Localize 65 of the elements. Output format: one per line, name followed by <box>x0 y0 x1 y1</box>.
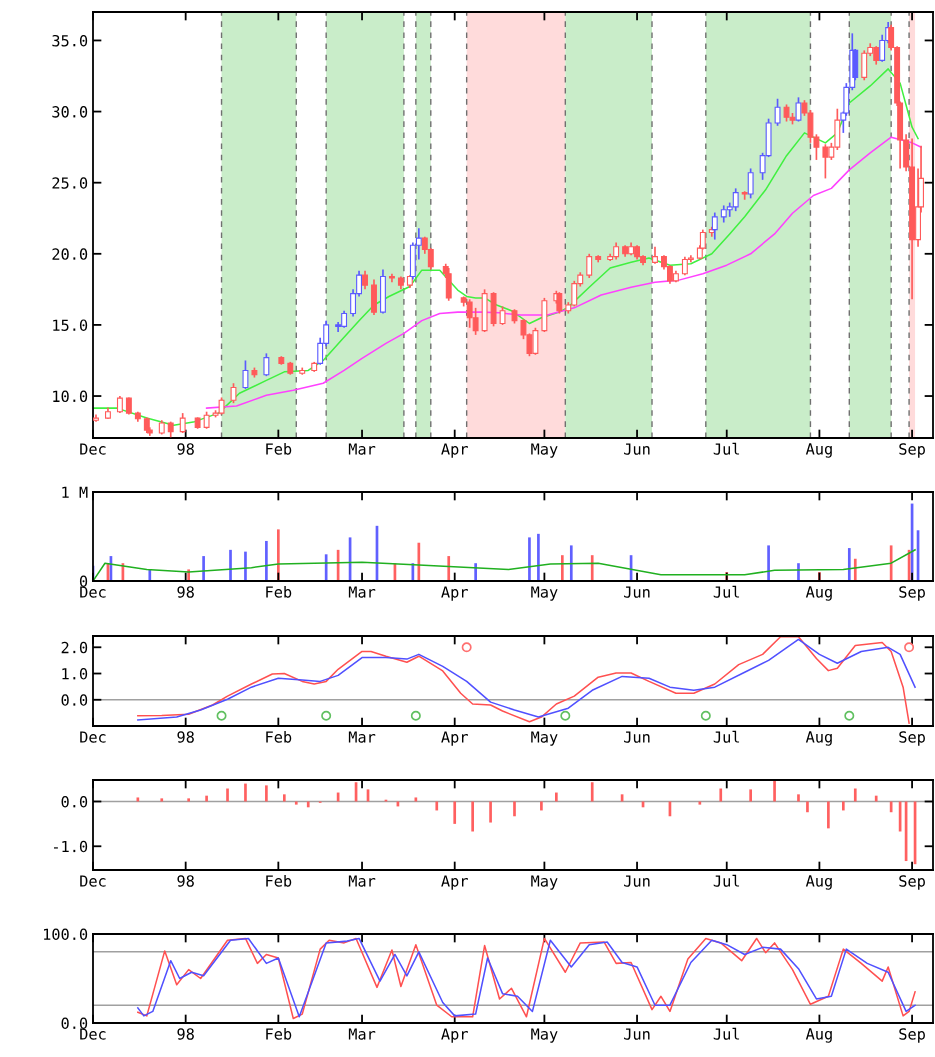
x-tick-label: Dec <box>80 586 106 598</box>
x-tick-label: Feb <box>266 585 292 598</box>
x-tick-label: Jun <box>624 875 650 887</box>
x-tick-label: Apr <box>441 443 468 458</box>
y-tick-label: 100.0 <box>43 928 88 941</box>
x-tick-label: Aug <box>805 1028 832 1043</box>
x-tick-label: Feb <box>266 874 292 887</box>
x-tick-label: Dec <box>80 443 106 455</box>
x-tick-label: Mar <box>348 586 376 598</box>
y-tick-label: 15.0 <box>53 319 88 331</box>
x-tick-label: Feb <box>266 442 292 455</box>
y-tick-label: 0.0 <box>61 1017 88 1030</box>
x-tick-label: Sep <box>899 1028 925 1043</box>
x-tick-label: Mar <box>348 875 376 887</box>
x-tick-label: Aug <box>805 875 832 890</box>
x-tick-label: 98 <box>177 1028 194 1040</box>
y-tick-label: 2.0 <box>61 641 88 654</box>
x-tick-label: 98 <box>177 586 194 598</box>
x-tick-label: Jul <box>713 442 740 455</box>
x-tick-label: Jun <box>624 443 650 455</box>
x-tick-label: Aug <box>805 443 832 458</box>
x-tick-label: May <box>531 443 558 458</box>
y-tick-label: 1.0 <box>62 668 88 680</box>
y-tick-label: 25.0 <box>52 177 88 189</box>
x-tick-label: Mar <box>348 1028 376 1040</box>
x-tick-label: Dec <box>80 731 106 743</box>
x-tick-label: Jul <box>713 874 740 887</box>
x-tick-label: 98 <box>177 875 194 887</box>
x-tick-label: Jul <box>713 730 740 743</box>
y-tick-label: 0.0 <box>61 796 88 808</box>
x-tick-label: Sep <box>899 731 925 746</box>
x-tick-label: 98 <box>177 731 194 743</box>
x-tick-label: Dec <box>80 1028 106 1040</box>
x-tick-label: Jul <box>713 585 740 598</box>
x-tick-label: May <box>531 875 558 890</box>
y-tick-label: 35.0 <box>52 34 88 47</box>
y-tick-label: 1 M <box>62 486 88 498</box>
x-tick-label: May <box>531 586 558 601</box>
x-tick-label: Apr <box>441 875 468 890</box>
x-tick-label: Sep <box>899 586 925 601</box>
y-tick-label: 20.0 <box>52 248 88 260</box>
x-tick-label: Aug <box>805 731 832 746</box>
x-tick-label: Apr <box>441 1028 468 1043</box>
x-tick-label: Jun <box>624 586 650 598</box>
x-tick-label: Jul <box>713 1027 740 1040</box>
x-tick-label: Feb <box>266 730 292 743</box>
x-tick-label: Mar <box>348 443 376 455</box>
x-tick-label: Jun <box>624 731 650 743</box>
x-tick-label: May <box>531 1028 558 1043</box>
y-tick-label: 30.0 <box>52 106 88 118</box>
x-tick-label: Apr <box>441 586 468 601</box>
x-tick-label: Aug <box>805 586 832 601</box>
x-tick-label: Dec <box>80 875 106 887</box>
x-tick-label: Sep <box>899 875 925 890</box>
y-tick-label: 0 <box>79 575 88 588</box>
x-tick-label: Mar <box>348 731 376 743</box>
x-tick-label: Apr <box>441 731 468 746</box>
y-tick-label: 0.0 <box>61 694 88 706</box>
x-tick-label: Feb <box>266 1027 292 1040</box>
y-tick-label: -1.0 <box>54 840 88 853</box>
x-tick-label: 98 <box>177 443 194 455</box>
x-tick-label: Sep <box>899 443 925 458</box>
y-tick-label: 10.0 <box>53 390 88 403</box>
x-tick-label: Jun <box>624 1028 650 1040</box>
x-tick-label: May <box>531 731 558 746</box>
